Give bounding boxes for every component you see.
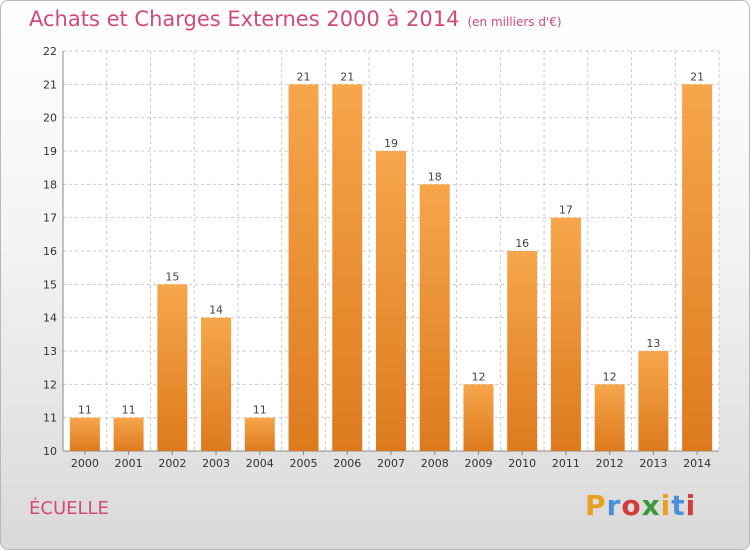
- x-tick-label: 2006: [333, 457, 361, 470]
- bar-2014: [682, 84, 713, 451]
- value-label: 11: [253, 404, 267, 417]
- x-tick-label: 2005: [290, 457, 318, 470]
- bar-2006: [332, 84, 363, 451]
- value-label: 15: [165, 270, 179, 283]
- y-tick-label: 18: [43, 178, 57, 191]
- y-tick-label: 11: [43, 412, 57, 425]
- y-tick-label: 14: [43, 312, 57, 325]
- bar-2005: [288, 84, 319, 451]
- bar-2013: [638, 351, 669, 451]
- y-tick-label: 13: [43, 345, 57, 358]
- y-tick-label: 20: [43, 112, 57, 125]
- x-tick-label: 2009: [464, 457, 492, 470]
- bar-2008: [419, 184, 450, 452]
- value-label: 21: [690, 70, 704, 83]
- value-label: 13: [646, 337, 660, 350]
- bar-2003: [201, 317, 232, 451]
- x-tick-label: 2007: [377, 457, 405, 470]
- y-tick-label: 12: [43, 378, 57, 391]
- bar-2002: [157, 284, 188, 451]
- x-tick-label: 2014: [683, 457, 711, 470]
- value-label: 16: [515, 237, 529, 250]
- y-tick-label: 15: [43, 278, 57, 291]
- commune-name: ÉCUELLE: [29, 498, 109, 519]
- value-label: 12: [603, 370, 617, 383]
- bar-2004: [244, 417, 275, 451]
- value-label: 17: [559, 204, 573, 217]
- bar-2009: [463, 384, 494, 451]
- proxiti-logo: Proxiti: [585, 489, 697, 522]
- unit-label: (en milliers d'€): [467, 15, 562, 29]
- x-tick-label: 2012: [596, 457, 624, 470]
- bar-2007: [376, 151, 406, 451]
- value-label: 11: [78, 404, 92, 417]
- bar-2001: [113, 417, 144, 451]
- y-tick-label: 17: [43, 212, 57, 225]
- x-tick-label: 2011: [552, 457, 580, 470]
- bar-2000: [69, 417, 100, 451]
- y-tick-label: 22: [43, 45, 57, 58]
- value-label: 21: [297, 70, 311, 83]
- value-label: 14: [209, 304, 223, 317]
- y-tick-label: 16: [43, 245, 57, 258]
- x-tick-label: 2010: [508, 457, 536, 470]
- x-tick-label: 2000: [71, 457, 99, 470]
- x-tick-label: 2002: [158, 457, 186, 470]
- value-label: 11: [122, 404, 136, 417]
- x-tick-label: 2013: [639, 457, 667, 470]
- bar-2010: [507, 251, 538, 451]
- x-tick-label: 2001: [115, 457, 143, 470]
- value-label: 12: [471, 370, 485, 383]
- bar-2012: [594, 384, 625, 451]
- value-label: 21: [340, 70, 354, 83]
- bar-2011: [550, 217, 581, 451]
- x-tick-label: 2003: [202, 457, 230, 470]
- x-tick-label: 2004: [246, 457, 274, 470]
- value-label: 19: [384, 137, 398, 150]
- y-tick-label: 10: [43, 445, 57, 458]
- y-tick-label: 19: [43, 145, 57, 158]
- y-tick-label: 21: [43, 78, 57, 91]
- value-label: 18: [428, 170, 442, 183]
- chart-title: Achats et Charges Externes 2000 à 2014 (e…: [29, 7, 562, 31]
- x-tick-label: 2008: [421, 457, 449, 470]
